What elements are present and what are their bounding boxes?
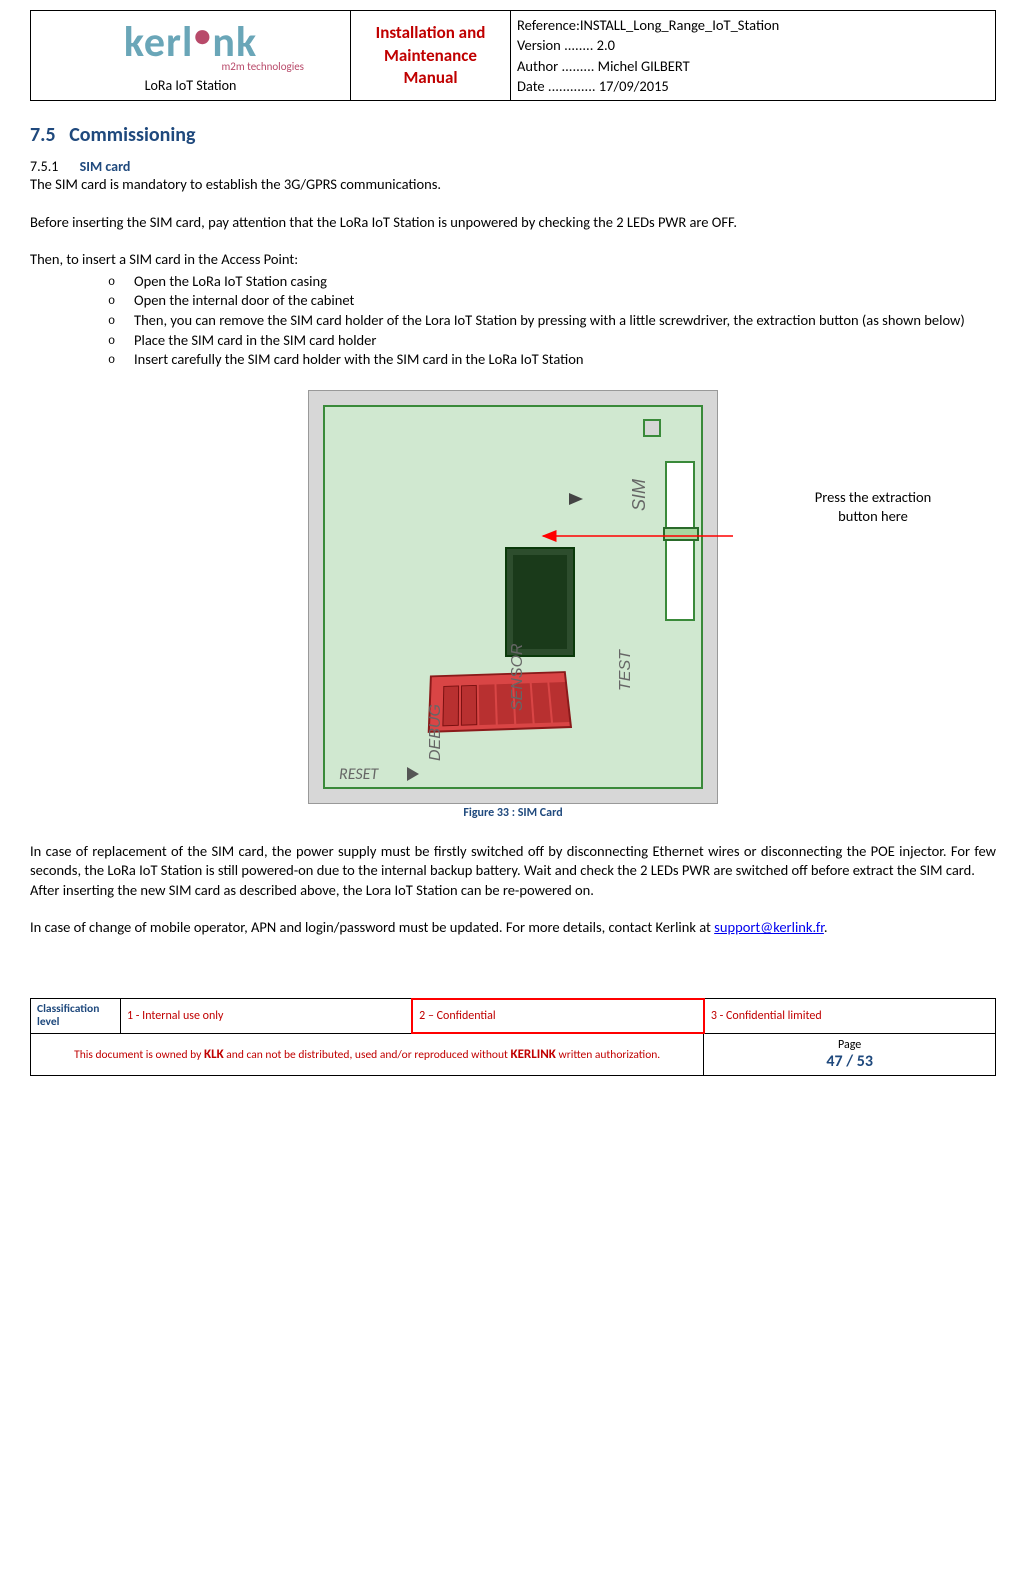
doc-footer: Classification level 1 - Internal use on… xyxy=(30,998,996,1076)
p6-text-a: In case of change of mobile operator, AP… xyxy=(30,918,714,936)
classification-2-selected: 2 – Confidential xyxy=(412,999,704,1033)
doc-title-cell: Installation and Maintenance Manual xyxy=(351,11,511,101)
label-sim: SIM xyxy=(629,479,650,511)
sim-extraction-button xyxy=(663,527,699,541)
debug-connector xyxy=(428,671,572,733)
doc-meta-cell: Reference:INSTALL_Long_Range_IoT_Station… xyxy=(511,11,996,101)
paragraph-1: The SIM card is mandatory to establish t… xyxy=(30,175,996,195)
callout-line-1: Press the extraction xyxy=(815,488,932,506)
classification-1: 1 - Internal use only xyxy=(121,999,413,1033)
label-test: TEST xyxy=(617,650,635,691)
paragraph-3: Then, to insert a SIM card in the Access… xyxy=(30,250,996,270)
disc-klk: KLK xyxy=(204,1047,224,1062)
meta-version: Version ........ 2.0 xyxy=(517,35,989,55)
meta-author: Author ......... Michel GILBERT xyxy=(517,56,989,76)
arrow-left-icon xyxy=(569,493,583,505)
subsection-heading: 7.5.1 SIM card xyxy=(30,157,996,175)
section-number: 7.5 xyxy=(30,123,56,147)
page-number-cell: Page 47 / 53 xyxy=(704,1033,996,1075)
doc-header: kerl●nk m2m technologies LoRa IoT Statio… xyxy=(30,10,996,101)
list-item: Open the LoRa IoT Station casing xyxy=(108,272,996,292)
callout-line-2: button here xyxy=(838,507,908,525)
doc-title-l2: Maintenance xyxy=(357,45,504,67)
label-debug: DEBUG xyxy=(427,704,445,761)
disc-b: and can not be distributed, used and/or … xyxy=(224,1048,511,1062)
list-item: Insert carefully the SIM card holder wit… xyxy=(108,350,996,370)
label-reset: RESET xyxy=(339,765,378,784)
sim-notch xyxy=(643,419,661,437)
paragraph-5: After inserting the new SIM card as desc… xyxy=(30,881,996,901)
sim-slot xyxy=(665,461,695,621)
logo-cell: kerl●nk m2m technologies LoRa IoT Statio… xyxy=(31,11,351,101)
disc-kerlink: KERLINK xyxy=(510,1047,555,1062)
list-item: Then, you can remove the SIM card holder… xyxy=(108,311,996,331)
figure-caption: Figure 33 : SIM Card xyxy=(163,806,863,820)
page-current: 47 xyxy=(826,1052,842,1071)
section-title: Commissioning xyxy=(69,123,195,147)
classification-label: Classification level xyxy=(31,999,121,1033)
classification-3: 3 - Confidential limited xyxy=(704,999,996,1033)
section-heading: 7.5 Commissioning xyxy=(30,123,996,147)
page-total: 53 xyxy=(857,1052,873,1071)
doc-title-l3: Manual xyxy=(357,67,504,89)
disc-a: This document is owned by xyxy=(74,1048,204,1062)
subsection-number: 7.5.1 xyxy=(30,158,58,175)
arrow-right-icon xyxy=(407,767,419,781)
paragraph-6: In case of change of mobile operator, AP… xyxy=(30,918,996,938)
logo-station: LoRa IoT Station xyxy=(37,77,344,94)
disc-c: written authorization. xyxy=(556,1048,660,1062)
list-item: Place the SIM card in the SIM card holde… xyxy=(108,331,996,351)
meta-date: Date ............. 17/09/2015 xyxy=(517,76,989,96)
label-sensor: SENSOR xyxy=(509,643,527,711)
subsection-title: SIM card xyxy=(80,158,131,175)
meta-reference: Reference:INSTALL_Long_Range_IoT_Station xyxy=(517,15,989,35)
figure-wrap: SIM TEST SENSOR DEBUG RESET Press the ex… xyxy=(163,390,863,820)
disclaimer: This document is owned by KLK and can no… xyxy=(31,1033,704,1075)
paragraph-2: Before inserting the SIM card, pay atten… xyxy=(30,213,996,233)
figure-diagram: SIM TEST SENSOR DEBUG RESET xyxy=(308,390,718,804)
sensor-module xyxy=(505,547,575,657)
support-email-link[interactable]: support@kerlink.fr xyxy=(714,918,824,936)
logo-part-1: kerl xyxy=(124,17,193,68)
paragraph-4: In case of replacement of the SIM card, … xyxy=(30,842,996,881)
callout-text: Press the extraction button here xyxy=(773,488,973,526)
page-sep: / xyxy=(843,1052,857,1071)
p6-text-b: . xyxy=(824,918,828,936)
step-list: Open the LoRa IoT Station casing Open th… xyxy=(30,272,996,370)
doc-title-l1: Installation and xyxy=(357,22,504,44)
list-item: Open the internal door of the cabinet xyxy=(108,291,996,311)
page-label: Page xyxy=(838,1038,861,1052)
logo-dot-icon: ● xyxy=(193,18,212,55)
